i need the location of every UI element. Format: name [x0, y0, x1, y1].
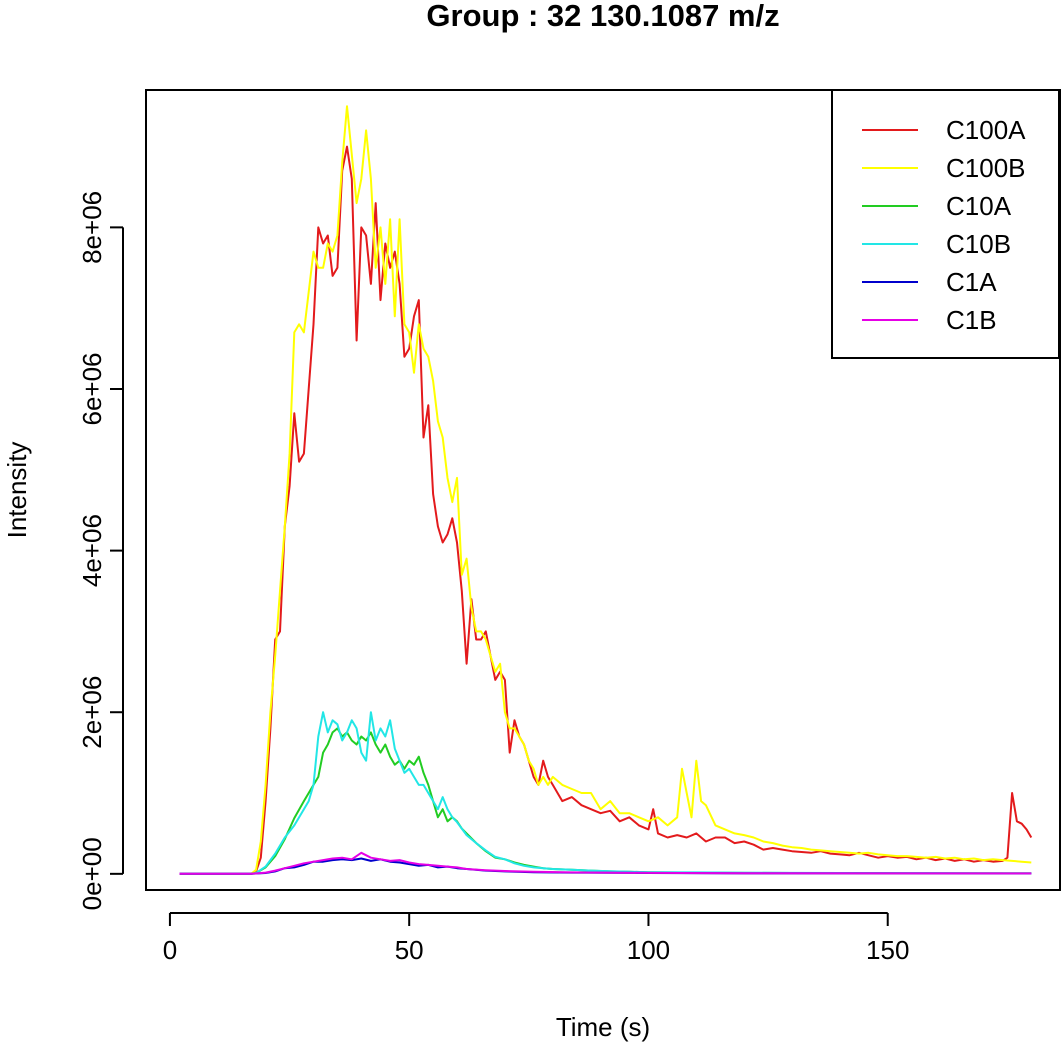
y-tick-label: 6e+06 [77, 352, 107, 425]
series-line-c100b [179, 105, 1032, 875]
x-tick-label: 150 [866, 935, 909, 965]
series-line-c10a [179, 727, 1032, 875]
legend-box [831, 89, 1060, 359]
y-axis-label: Intensity [2, 442, 32, 539]
legend-label: C1B [946, 305, 997, 335]
series-layer [179, 105, 1033, 875]
y-tick-label: 8e+06 [77, 191, 107, 264]
y-tick-label: 4e+06 [77, 514, 107, 587]
plot-frame [145, 89, 1061, 891]
legend-label: C100A [946, 115, 1026, 145]
legend-label: C10A [946, 191, 1012, 221]
x-tick-label: 0 [163, 935, 177, 965]
y-axis: 0e+00 2e+06 4e+06 6e+06 8e+06 [77, 191, 124, 910]
legend-label: C10B [946, 229, 1011, 259]
y-tick-label: 0e+00 [77, 837, 107, 910]
legend-label: C1A [946, 267, 997, 297]
x-tick-label: 100 [627, 935, 670, 965]
x-tick-label: 50 [395, 935, 424, 965]
legend: C100A C100B C10A C10B C1A C1B [831, 89, 1060, 359]
series-line-c10b [179, 711, 1032, 875]
legend-label: C100B [946, 153, 1026, 183]
y-tick-label: 2e+06 [77, 676, 107, 749]
x-axis: 0 50 100 150 [163, 912, 909, 965]
series-line-c1b [179, 851, 1032, 875]
chart-title: Group : 32 130.1087 m/z [426, 0, 779, 33]
x-axis-label: Time (s) [556, 1012, 650, 1042]
